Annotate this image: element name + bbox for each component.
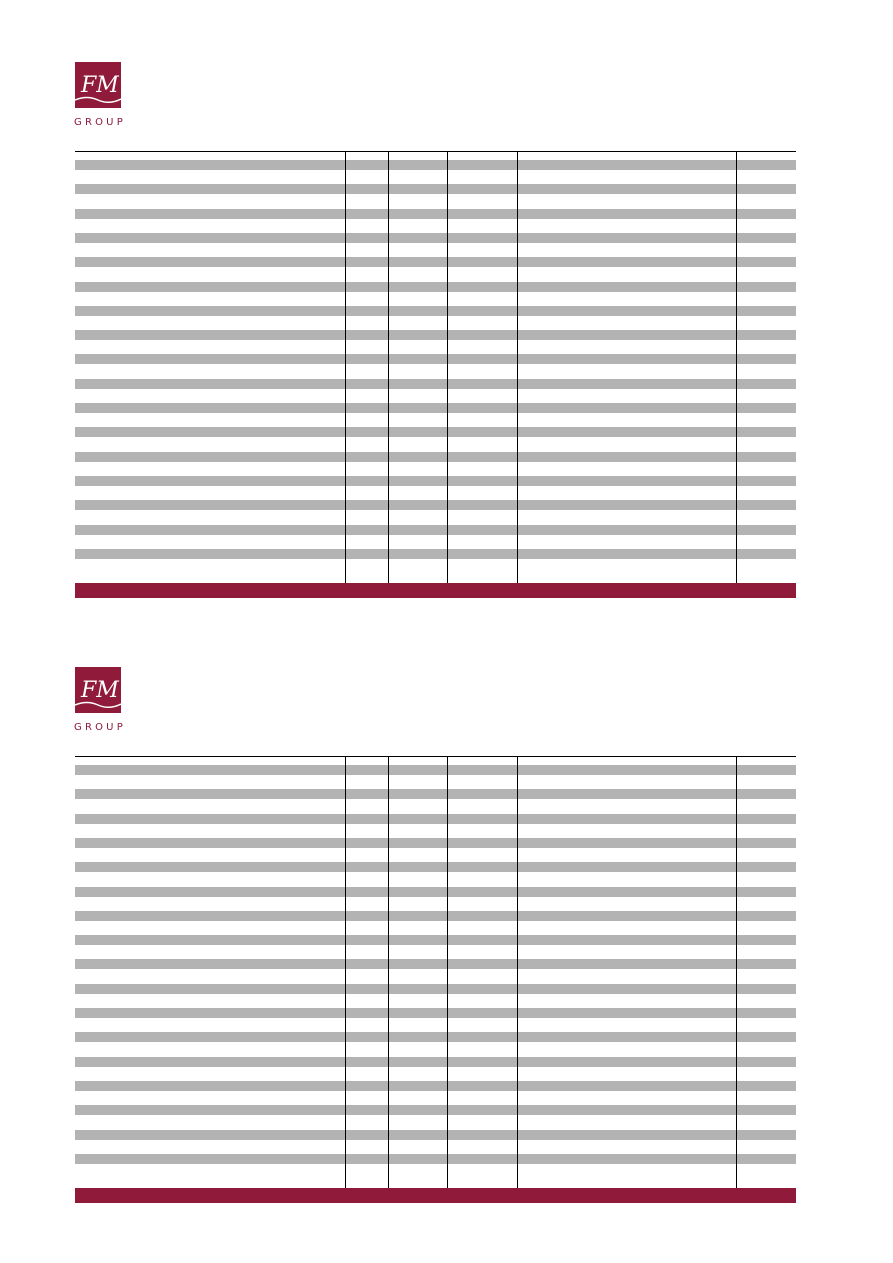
table-top-rule xyxy=(75,151,796,152)
table-row xyxy=(75,500,796,511)
table-row xyxy=(75,403,796,413)
table-row xyxy=(75,1008,796,1018)
table-row xyxy=(75,354,796,365)
table-row xyxy=(75,281,796,292)
column-divider xyxy=(388,151,389,583)
table-row xyxy=(75,257,796,268)
column-divider xyxy=(517,151,518,583)
table-row xyxy=(75,451,796,462)
table-row xyxy=(75,330,796,341)
table-row xyxy=(75,378,796,389)
table-row xyxy=(75,1080,796,1091)
form-table xyxy=(75,151,796,598)
table-row xyxy=(75,160,796,170)
table-row xyxy=(75,232,796,243)
table-row xyxy=(75,1105,796,1116)
column-divider xyxy=(517,756,518,1188)
table-row xyxy=(75,886,796,897)
table-row xyxy=(75,427,796,438)
column-divider xyxy=(736,151,737,583)
table-row xyxy=(75,813,796,824)
table-row xyxy=(75,765,796,775)
table-row xyxy=(75,475,796,486)
table-row xyxy=(75,208,796,219)
table-row xyxy=(75,1056,796,1067)
logo-wordmark: GROUP xyxy=(74,722,126,733)
fm-group-logo: FM xyxy=(75,667,121,713)
column-divider xyxy=(447,151,448,583)
column-divider xyxy=(388,756,389,1188)
logo-monogram: FM xyxy=(80,678,119,703)
logo-wordmark: GROUP xyxy=(74,117,126,128)
table-row xyxy=(75,935,796,946)
table-row xyxy=(75,184,796,195)
table-row xyxy=(75,305,796,316)
table-top-rule xyxy=(75,756,796,757)
column-divider xyxy=(447,756,448,1188)
table-row xyxy=(75,959,796,970)
table-footer-bar xyxy=(75,1188,796,1203)
table-row xyxy=(75,983,796,994)
table-row xyxy=(75,1129,796,1140)
fm-group-logo: FM xyxy=(75,62,121,108)
table-row xyxy=(75,524,796,535)
table-row xyxy=(75,1153,796,1164)
order-form-1: FM GROUP xyxy=(0,0,893,605)
table-row xyxy=(75,837,796,848)
order-form-2: FM GROUP xyxy=(0,605,893,1210)
table-row xyxy=(75,910,796,921)
column-divider xyxy=(345,756,346,1188)
table-row xyxy=(75,789,796,800)
table-footer-bar xyxy=(75,583,796,598)
column-divider xyxy=(345,151,346,583)
table-row xyxy=(75,548,796,559)
form-table xyxy=(75,756,796,1203)
table-row xyxy=(75,1032,796,1043)
logo-monogram: FM xyxy=(80,73,119,98)
column-divider xyxy=(736,756,737,1188)
table-row xyxy=(75,862,796,873)
